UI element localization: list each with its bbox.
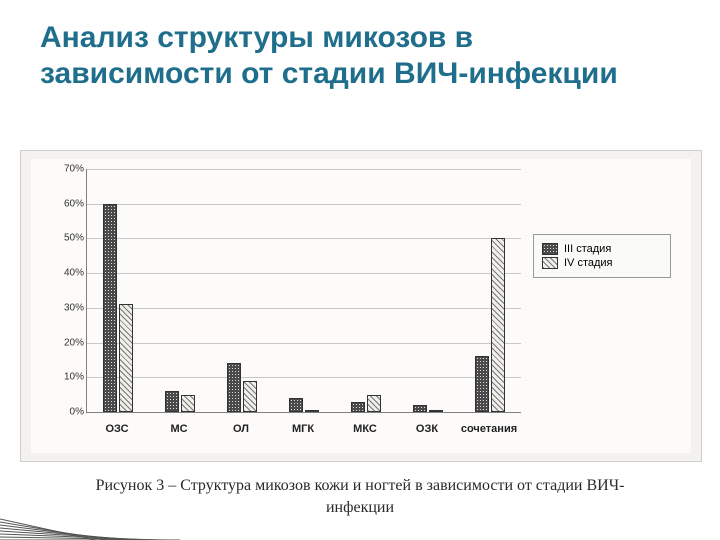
x-axis-tick: ОЗК bbox=[416, 423, 438, 435]
gridline bbox=[87, 169, 521, 170]
legend-item: III стадия bbox=[542, 243, 662, 255]
gridline bbox=[87, 308, 521, 309]
slide: Анализ структуры микозов в зависимости о… bbox=[0, 0, 720, 540]
gridline bbox=[87, 273, 521, 274]
bar bbox=[491, 238, 505, 412]
legend-swatch-icon bbox=[542, 257, 558, 269]
legend-swatch-icon bbox=[542, 243, 558, 255]
gridline bbox=[87, 238, 521, 239]
y-axis-tick: 50% bbox=[56, 233, 84, 244]
bar bbox=[181, 395, 195, 412]
bar bbox=[103, 204, 117, 412]
y-axis-tick: 60% bbox=[56, 198, 84, 209]
x-axis-tick: МКС bbox=[353, 423, 377, 435]
bar bbox=[165, 391, 179, 412]
y-axis-tick: 70% bbox=[56, 164, 84, 175]
bar bbox=[367, 395, 381, 412]
bar bbox=[289, 398, 303, 412]
bar bbox=[475, 356, 489, 412]
bar bbox=[243, 381, 257, 412]
slide-title: Анализ структуры микозов в зависимости о… bbox=[40, 20, 640, 92]
gridline bbox=[87, 204, 521, 205]
bar bbox=[429, 410, 443, 412]
x-axis-tick: МГК bbox=[292, 423, 314, 435]
gridline bbox=[87, 343, 521, 344]
plot-area bbox=[86, 169, 521, 413]
bar bbox=[351, 402, 365, 412]
caption-line: инфекции bbox=[326, 499, 394, 516]
legend: III стадия IV стадия bbox=[533, 234, 671, 278]
bar bbox=[119, 304, 133, 412]
y-axis-tick: 0% bbox=[56, 407, 84, 418]
y-axis-tick: 20% bbox=[56, 337, 84, 348]
x-axis-tick: ОЗС bbox=[105, 423, 128, 435]
bar bbox=[413, 405, 427, 412]
legend-label: III стадия bbox=[564, 243, 611, 255]
y-axis-tick: 40% bbox=[56, 268, 84, 279]
figure-caption: Рисунок 3 – Структура микозов кожи и ног… bbox=[0, 475, 720, 518]
legend-label: IV стадия bbox=[564, 257, 613, 269]
x-axis-tick: ОЛ bbox=[233, 423, 249, 435]
y-axis-tick: 30% bbox=[56, 302, 84, 313]
bar bbox=[227, 363, 241, 412]
chart-container: III стадия IV стадия 0% 10% 20% 30% 40% 50% 60… bbox=[20, 150, 702, 462]
bar bbox=[305, 410, 319, 412]
chart-inner: III стадия IV стадия 0% 10% 20% 30% 40% 50% 60… bbox=[31, 159, 691, 453]
caption-line: Рисунок 3 – Структура микозов кожи и ног… bbox=[96, 477, 625, 494]
y-axis-tick: 10% bbox=[56, 372, 84, 383]
legend-item: IV стадия bbox=[542, 257, 662, 269]
x-axis-tick: МС bbox=[170, 423, 187, 435]
gridline bbox=[87, 377, 521, 378]
x-axis-tick: сочетания bbox=[461, 423, 517, 435]
